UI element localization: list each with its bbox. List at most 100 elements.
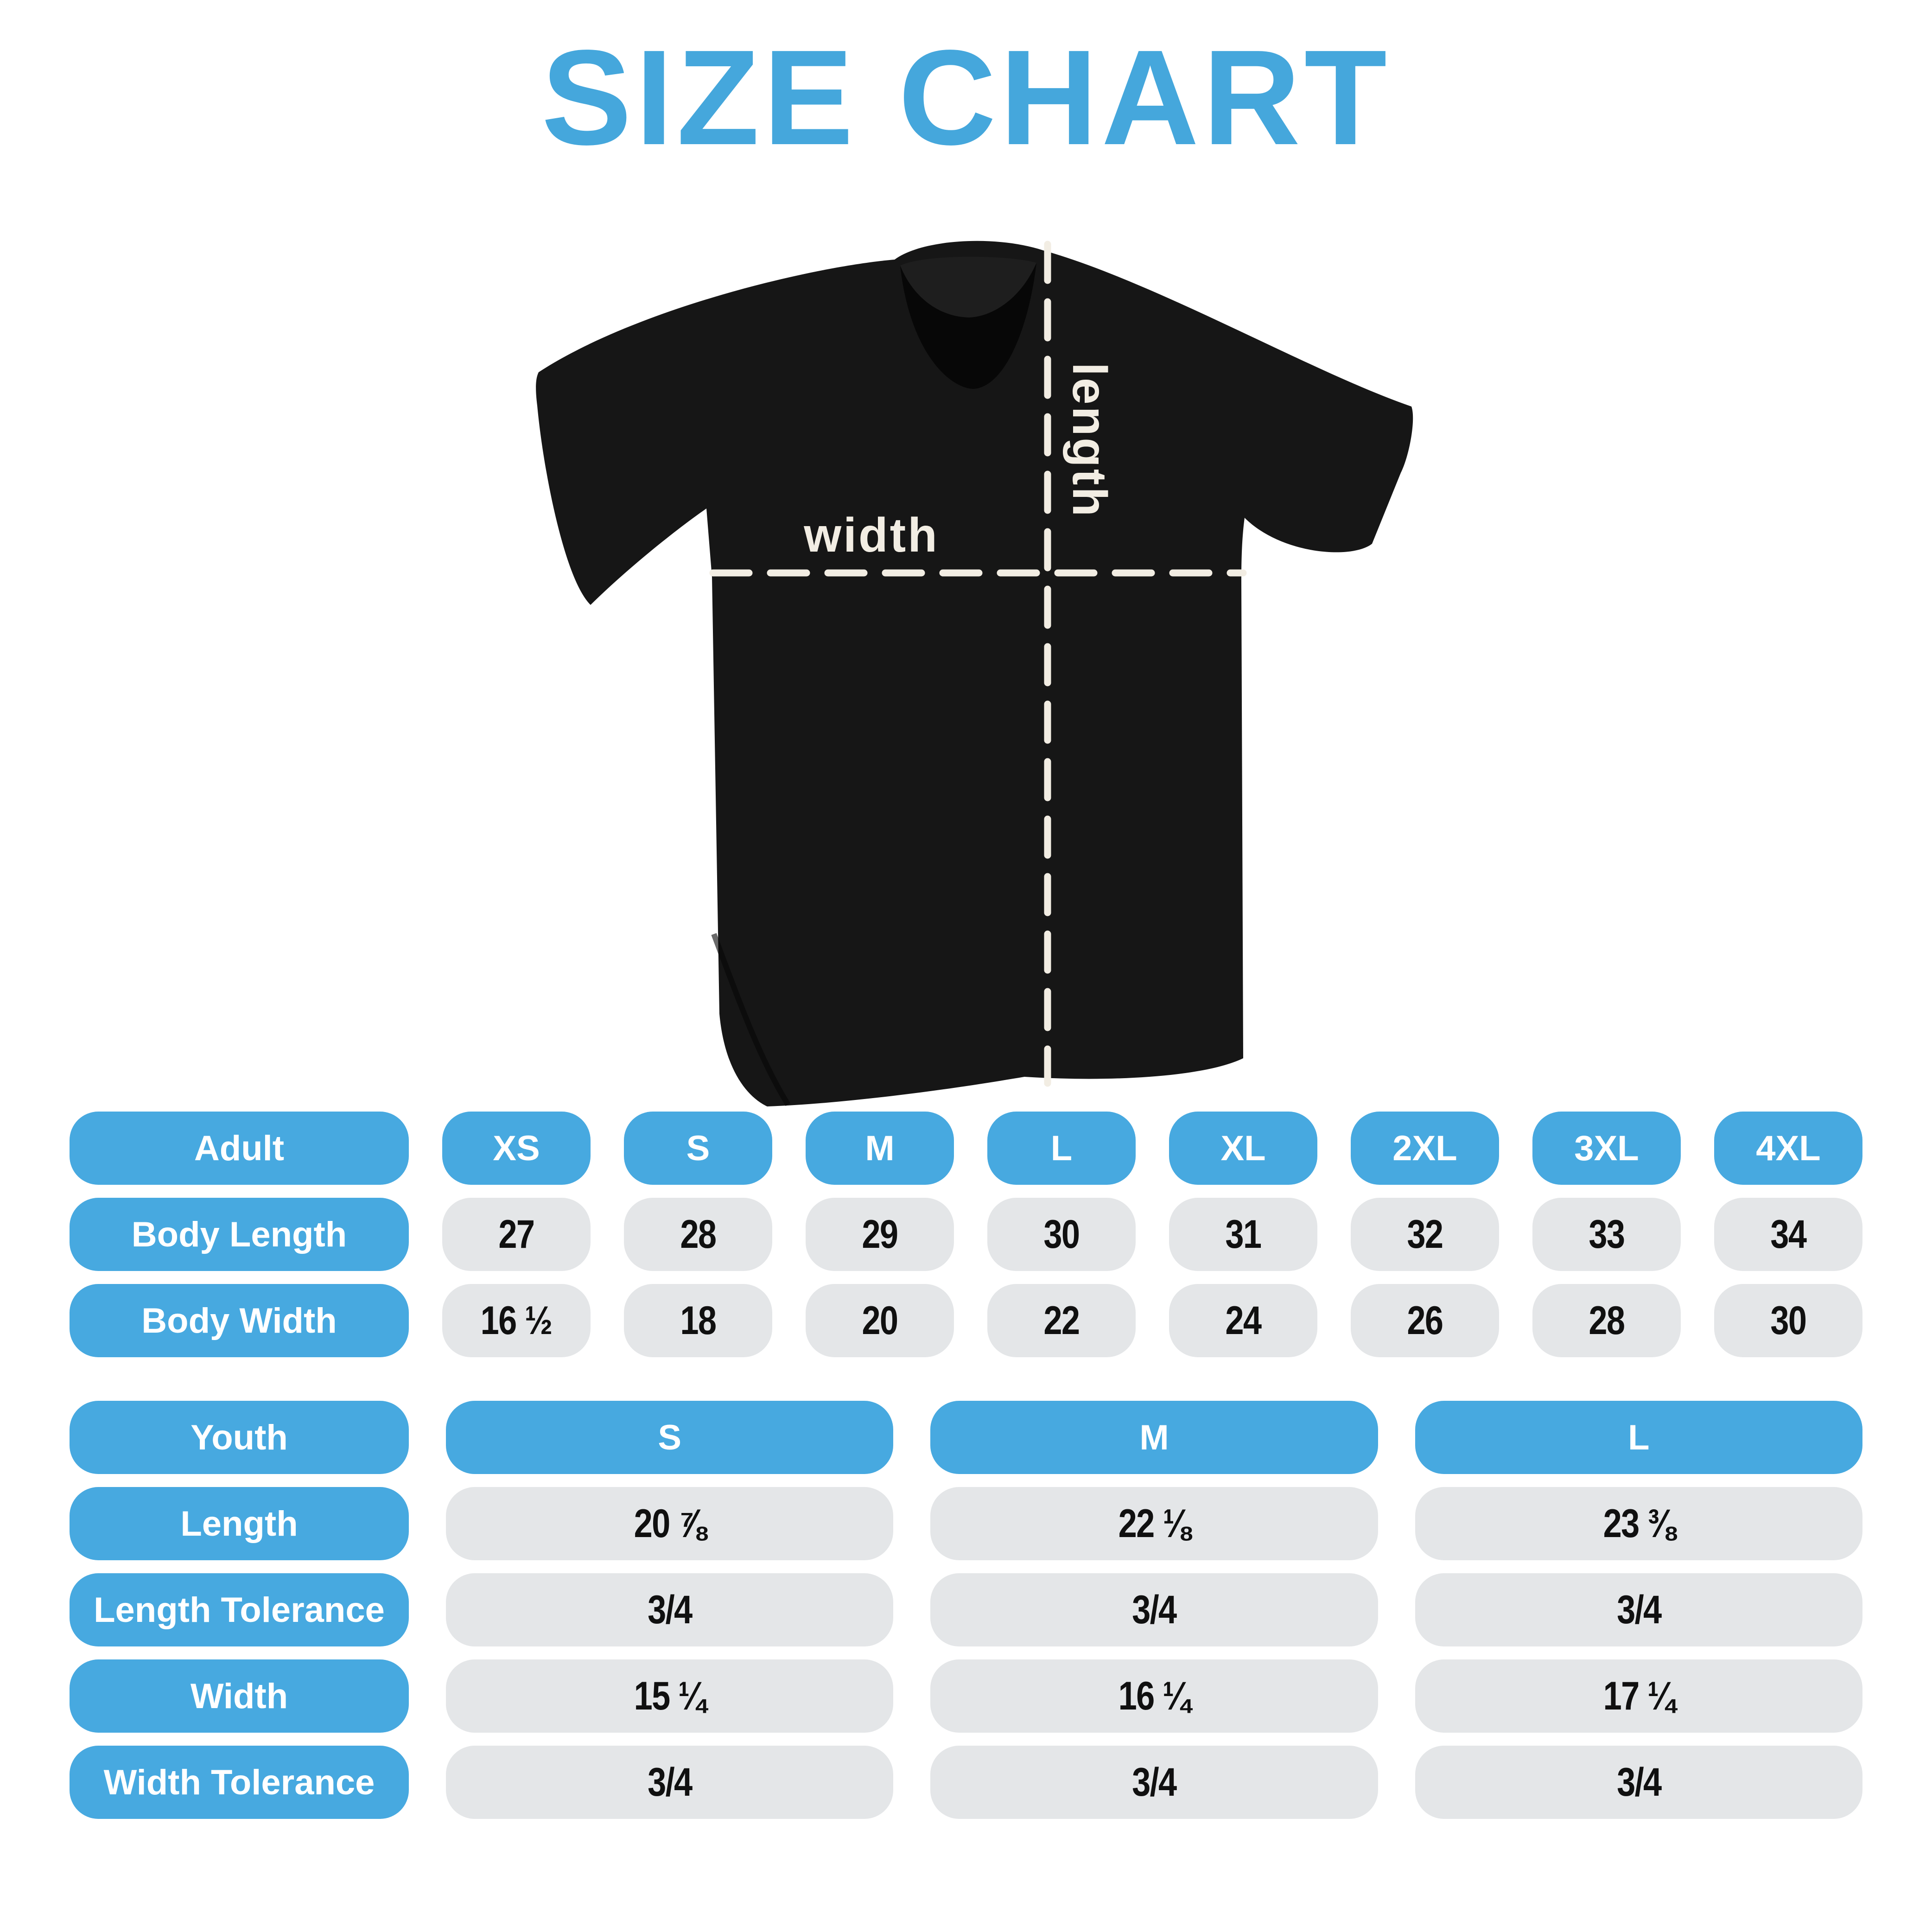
value-cell-text: 20 ⅞ [634, 1501, 706, 1546]
row-label: Width [70, 1659, 409, 1733]
value-cell-text: 24 [1225, 1298, 1262, 1343]
tshirt-back-collar [900, 256, 1036, 318]
tshirt-body [536, 241, 1413, 1106]
value-cell-text: 16 ¼ [1119, 1673, 1191, 1718]
adult-size-table: Adult XS S M L XL 2XL 3XL 4XL Body Length 27 28 29 30… [70, 1112, 1862, 1357]
row-label: Body Length [70, 1198, 409, 1271]
length-label: length [1062, 362, 1116, 518]
width-label: width [803, 508, 939, 562]
value-cell: 28 [1532, 1284, 1681, 1357]
value-cell: 26 [1351, 1284, 1499, 1357]
value-cell: 23 ⅜ [1415, 1487, 1862, 1560]
value-cell-text: 23 ⅜ [1603, 1501, 1675, 1546]
size-header-text: L [1050, 1128, 1073, 1168]
size-header-text: XS [493, 1128, 540, 1168]
value-cell-text: 29 [862, 1212, 898, 1257]
value-cell: 22 ⅛ [930, 1487, 1378, 1560]
value-cell: 20 [806, 1284, 954, 1357]
size-header-text: M [865, 1128, 895, 1168]
value-cell-text: 17 ¼ [1603, 1673, 1675, 1718]
table-category-header: Adult [70, 1112, 409, 1185]
size-header-text: 2XL [1392, 1128, 1457, 1168]
value-cell-text: 30 [1043, 1212, 1080, 1257]
tshirt-neck-opening [900, 263, 1036, 389]
row-label-text: Length Tolerance [94, 1590, 385, 1630]
row-label-text: Body Length [131, 1214, 347, 1254]
value-cell-text: 28 [680, 1212, 717, 1257]
size-header: XS [442, 1112, 591, 1185]
value-cell-text: 30 [1770, 1298, 1807, 1343]
size-header-text: L [1628, 1417, 1650, 1457]
tshirt-hem-fold [711, 933, 791, 1106]
value-cell-text: 22 ⅛ [1119, 1501, 1191, 1546]
value-cell-text: 3/4 [1616, 1587, 1662, 1632]
row-label-text: Width Tolerance [103, 1762, 375, 1802]
value-cell-text: 3/4 [647, 1587, 693, 1632]
value-cell: 33 [1532, 1198, 1681, 1271]
row-label-text: Body Width [141, 1301, 337, 1341]
size-header: 4XL [1714, 1112, 1862, 1185]
value-cell: 30 [1714, 1284, 1862, 1357]
value-cell-text: 20 [862, 1298, 898, 1343]
value-cell-text: 33 [1589, 1212, 1625, 1257]
value-cell: 27 [442, 1198, 591, 1271]
value-cell: 15 ¼ [446, 1659, 894, 1733]
row-label-text: Width [190, 1676, 288, 1716]
table-category-header-text: Youth [191, 1417, 288, 1457]
size-header: 2XL [1351, 1112, 1499, 1185]
value-cell-text: 16 ½ [481, 1298, 553, 1343]
value-cell-text: 32 [1407, 1212, 1443, 1257]
size-header: S [624, 1112, 772, 1185]
value-cell-text: 22 [1043, 1298, 1080, 1343]
row-label: Width Tolerance [70, 1746, 409, 1819]
value-cell: 3/4 [930, 1573, 1378, 1646]
size-header: 3XL [1532, 1112, 1681, 1185]
value-cell: 17 ¼ [1415, 1659, 1862, 1733]
size-header-text: 4XL [1756, 1128, 1821, 1168]
row-label: Body Width [70, 1284, 409, 1357]
size-header-text: S [658, 1417, 682, 1457]
size-header-text: XL [1220, 1128, 1266, 1168]
value-cell: 32 [1351, 1198, 1499, 1271]
value-cell: 3/4 [1415, 1746, 1862, 1819]
value-cell: 3/4 [930, 1746, 1378, 1819]
page-title: SIZE CHART [541, 22, 1391, 173]
table-category-header-text: Adult [194, 1128, 285, 1168]
size-header-text: S [686, 1128, 710, 1168]
size-header: L [1415, 1401, 1862, 1474]
value-cell: 16 ½ [442, 1284, 591, 1357]
size-header-text: M [1139, 1417, 1169, 1457]
table-category-header: Youth [70, 1401, 409, 1474]
value-cell: 18 [624, 1284, 772, 1357]
value-cell: 28 [624, 1198, 772, 1271]
value-cell-text: 15 ¼ [634, 1673, 706, 1718]
value-cell-text: 31 [1225, 1212, 1262, 1257]
value-cell: 34 [1714, 1198, 1862, 1271]
value-cell-text: 3/4 [1132, 1760, 1177, 1805]
size-header: XL [1169, 1112, 1317, 1185]
value-cell: 3/4 [446, 1746, 894, 1819]
size-header: S [446, 1401, 894, 1474]
size-header-text: 3XL [1574, 1128, 1639, 1168]
value-cell: 3/4 [1415, 1573, 1862, 1646]
value-cell: 3/4 [446, 1573, 894, 1646]
value-cell-text: 28 [1589, 1298, 1625, 1343]
value-cell: 30 [987, 1198, 1136, 1271]
value-cell: 29 [806, 1198, 954, 1271]
value-cell-text: 18 [680, 1298, 717, 1343]
value-cell: 31 [1169, 1198, 1317, 1271]
value-cell-text: 34 [1770, 1212, 1807, 1257]
row-label: Length Tolerance [70, 1573, 409, 1646]
value-cell: 16 ¼ [930, 1659, 1378, 1733]
value-cell: 22 [987, 1284, 1136, 1357]
value-cell-text: 3/4 [1132, 1587, 1177, 1632]
size-header: M [930, 1401, 1378, 1474]
value-cell-text: 27 [498, 1212, 535, 1257]
youth-size-table: Youth S M L Length 20 ⅞ 22 ⅛ 23 ⅜ Length Toleran… [70, 1401, 1862, 1819]
size-header: M [806, 1112, 954, 1185]
value-cell-text: 3/4 [1616, 1760, 1662, 1805]
value-cell: 24 [1169, 1284, 1317, 1357]
row-label-text: Length [180, 1504, 298, 1544]
value-cell-text: 3/4 [647, 1760, 693, 1805]
